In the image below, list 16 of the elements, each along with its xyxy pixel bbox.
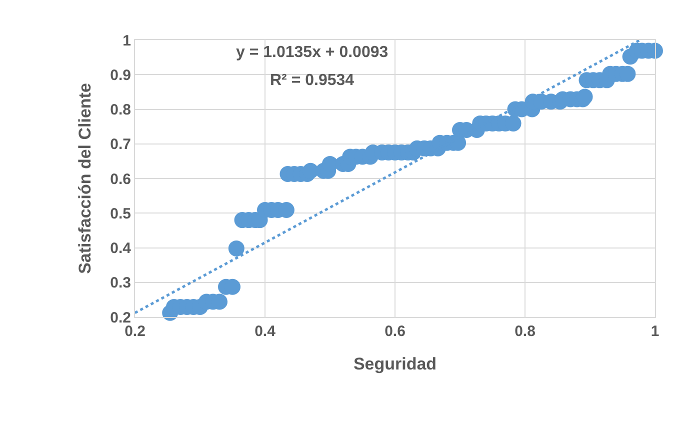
y-tick-label: 0.3 — [110, 274, 131, 292]
annotation: R² = 0.9534 — [270, 72, 354, 89]
y-tick-label: 0.6 — [110, 170, 131, 188]
x-tick-label: 0.8 — [514, 323, 536, 340]
y-tick-label: 1 — [122, 32, 131, 50]
x-tick-label: 0.6 — [384, 323, 406, 340]
annotation: y = 1.0135x + 0.0093 — [236, 44, 388, 61]
x-tick-label: 0.4 — [254, 323, 276, 340]
y-tick-label: 0.5 — [110, 205, 131, 222]
y-tick-label: 0.8 — [110, 102, 131, 118]
x-axis-title: Seguridad — [353, 354, 437, 374]
x-tick-label: 1 — [650, 323, 660, 340]
y-tick-label: 0.9 — [110, 66, 131, 84]
y-tick-label: 0.7 — [110, 136, 131, 154]
y-axis-title: Satisfacción del Cliente — [76, 83, 95, 274]
y-tick-label: 0.4 — [110, 240, 132, 257]
